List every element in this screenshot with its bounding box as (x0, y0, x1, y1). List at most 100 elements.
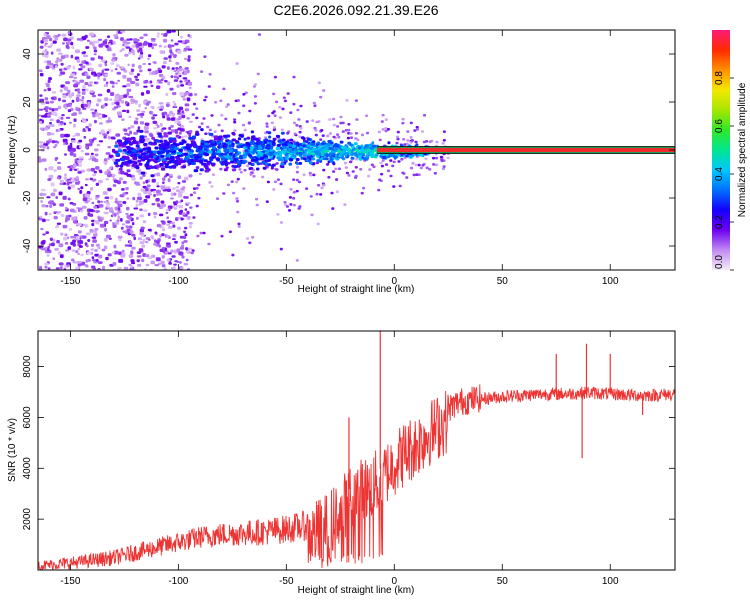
spectrogram-cell (275, 134, 281, 138)
spectrogram-cell (102, 104, 106, 108)
spectrogram-cell (115, 133, 121, 137)
spectrogram-cell (282, 96, 286, 100)
spectrogram-cell (156, 172, 161, 177)
spectrogram-cell (117, 207, 121, 211)
spectrogram-cell (279, 221, 283, 224)
spectrogram-cell (211, 140, 215, 144)
spectrogram-cell (72, 65, 76, 70)
spectrogram-cell (141, 152, 146, 156)
spectrogram-cell (222, 192, 226, 195)
spectrogram-cell (93, 49, 98, 53)
spectrogram-cell (44, 97, 49, 101)
spectrogram-cell (323, 144, 328, 148)
spectrogram-cell (138, 155, 143, 159)
spectrogram-cell (63, 236, 68, 241)
spectrogram-cell (181, 110, 185, 114)
spectrogram-cell (77, 159, 82, 164)
spectrogram-cell (165, 173, 169, 177)
spectrogram-cell (66, 264, 70, 268)
spectrogram-cell (165, 150, 170, 153)
spectrogram-cell (125, 41, 131, 45)
spectrogram-cell (39, 215, 43, 219)
spectrogram-cell (231, 253, 235, 257)
spectrogram-cell (298, 151, 302, 155)
spectrogram-cell (94, 119, 97, 124)
spectrogram-cell (168, 140, 173, 143)
spectrogram-cell (135, 82, 140, 87)
spectrogram-cell (204, 95, 208, 99)
spectrogram-cell (88, 143, 93, 147)
spectrogram-cell (198, 159, 204, 163)
spectrogram-cell (259, 152, 264, 156)
spectrogram-cell (272, 143, 276, 147)
spectrogram-cell (77, 230, 82, 234)
spectrogram-cell (125, 212, 129, 215)
spectrogram-cell (335, 144, 339, 148)
spectrogram-cell (173, 263, 177, 266)
spectrogram-cell (98, 43, 104, 48)
spectrogram-cell (62, 42, 65, 45)
spectrogram-cell (147, 228, 152, 232)
spectrogram-cell (190, 140, 196, 144)
spectrogram-cell (105, 81, 109, 85)
spectrogram-cell (253, 102, 257, 105)
spectrogram-cell (95, 166, 100, 170)
spectrogram-cell (182, 212, 186, 216)
spectrogram-cell (161, 233, 165, 237)
spectrogram-cell (73, 80, 78, 83)
spectrogram-cell (233, 118, 237, 121)
spectrogram-cell (204, 132, 208, 136)
spectrogram-cell (46, 60, 51, 64)
spectrogram-cell (54, 157, 58, 162)
spectrogram-cell (178, 74, 182, 78)
spectrogram-cell (298, 205, 302, 208)
spectrogram-cell (186, 97, 191, 102)
spectrogram-cell (44, 48, 48, 53)
spectrogram-cell (100, 130, 105, 134)
spectrogram-cell (225, 155, 230, 159)
spectrogram-cell (392, 185, 396, 188)
spectrogram-cell (54, 143, 58, 147)
spectrogram-cell (80, 65, 86, 69)
spectrogram-cell (253, 149, 257, 153)
spectrogram-cell (174, 159, 179, 163)
spectrogram-cell (425, 166, 429, 170)
x-tick-label: -50 (279, 576, 294, 587)
spectrogram-cell (237, 111, 241, 115)
spectrogram-cell (396, 137, 400, 141)
spectrogram-cell (419, 166, 423, 170)
spectrogram-cell (152, 43, 158, 47)
spectrogram-y-label: Frequency (Hz) (7, 116, 18, 185)
spectrogram-cell (299, 147, 303, 151)
spectrogram-cell (51, 108, 55, 112)
spectrogram-cell (312, 173, 316, 177)
spectrogram-cell (148, 42, 153, 47)
spectrogram-cell (133, 131, 138, 135)
spectrogram-cell (298, 161, 303, 165)
spectrogram-cell (414, 140, 418, 144)
spectrogram-cell (130, 259, 135, 263)
spectrogram-cell (317, 184, 321, 187)
spectrogram-cell (118, 113, 123, 116)
spectrogram-cell (181, 180, 186, 183)
spectrogram-cell (183, 176, 189, 181)
spectrogram-cell (294, 148, 299, 152)
spectrogram-cell (268, 135, 272, 139)
spectrogram-cell (249, 148, 253, 152)
spectrogram-cell (275, 168, 279, 171)
spectrogram-cell (89, 213, 94, 217)
spectrogram-cell (295, 259, 299, 262)
spectrogram-cell (350, 153, 354, 157)
spectrogram-cell (151, 116, 155, 120)
spectrogram-cell (255, 203, 259, 207)
spectrogram-cell (186, 216, 191, 220)
spectrogram-cell (270, 121, 274, 125)
spectrogram-cell (131, 141, 136, 145)
spectrogram-cell (164, 251, 169, 254)
spectrogram-cell (138, 149, 144, 153)
spectrogram-cell (277, 143, 281, 147)
spectrogram-cell (178, 261, 182, 264)
y-tick-label: 8000 (22, 355, 33, 378)
spectrogram-cell (188, 86, 192, 89)
spectrogram-cell (125, 187, 129, 191)
